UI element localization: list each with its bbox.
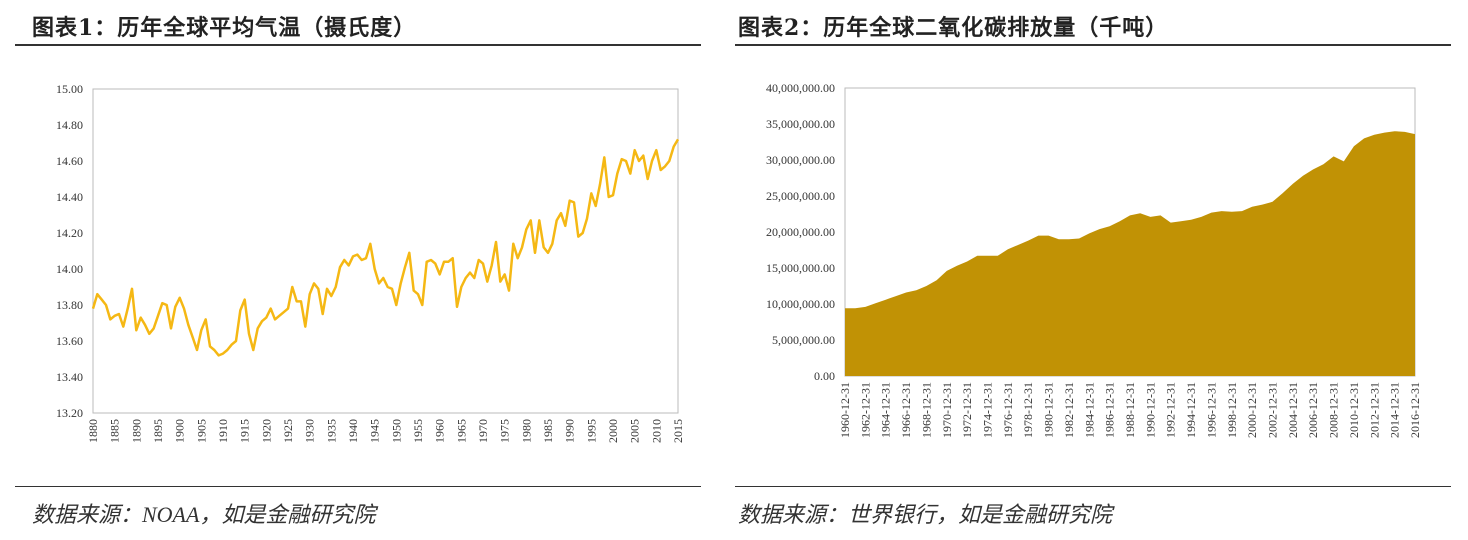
chart1-bottom-rule — [15, 486, 701, 487]
x-tick-label: 1996-12-31 — [1204, 382, 1218, 438]
x-tick-label: 1890 — [129, 419, 143, 443]
x-tick-label: 2000 — [606, 419, 620, 443]
y-tick-label: 40,000,000.00 — [766, 81, 835, 95]
y-tick-label: 15.00 — [56, 82, 83, 96]
x-tick-label: 1974-12-31 — [981, 382, 995, 438]
x-tick-label: 1982-12-31 — [1062, 382, 1076, 438]
x-tick-label: 1968-12-31 — [919, 382, 933, 438]
y-tick-label: 30,000,000.00 — [766, 153, 835, 167]
x-tick-label: 2005 — [628, 419, 642, 443]
y-tick-label: 35,000,000.00 — [766, 117, 835, 131]
x-tick-label: 1955 — [411, 419, 425, 443]
x-tick-label: 2012-12-31 — [1367, 382, 1381, 438]
x-tick-label: 1980 — [519, 419, 533, 443]
chart1-plot-area — [92, 88, 679, 414]
x-tick-label: 2010-12-31 — [1347, 382, 1361, 438]
x-tick-label: 1966-12-31 — [899, 382, 913, 438]
y-tick-label: 13.20 — [56, 406, 83, 420]
y-tick-label: 0.00 — [814, 369, 835, 383]
x-tick-label: 2015 — [671, 419, 685, 443]
x-tick-label: 1984-12-31 — [1082, 382, 1096, 438]
x-tick-label: 1960 — [433, 419, 447, 443]
y-tick-label: 20,000,000.00 — [766, 225, 835, 239]
y-tick-label: 15,000,000.00 — [766, 261, 835, 275]
x-tick-label: 2010 — [649, 419, 663, 443]
chart1-top-rule — [15, 44, 701, 46]
y-tick-label: 13.80 — [56, 298, 83, 312]
y-tick-label: 14.00 — [56, 262, 83, 276]
x-tick-label: 1950 — [389, 419, 403, 443]
x-tick-label: 1945 — [368, 419, 382, 443]
x-tick-label: 1972-12-31 — [960, 382, 974, 438]
temperature-line — [91, 138, 680, 357]
y-tick-label: 14.60 — [56, 154, 83, 168]
x-tick-label: 2006-12-31 — [1306, 382, 1320, 438]
x-tick-label: 1964-12-31 — [879, 382, 893, 438]
x-tick-label: 1994-12-31 — [1184, 382, 1198, 438]
x-tick-label: 2004-12-31 — [1286, 382, 1300, 438]
x-tick-label: 1980-12-31 — [1042, 382, 1056, 438]
chart2-bottom-rule — [735, 486, 1451, 487]
x-tick-label: 1995 — [584, 419, 598, 443]
x-tick-label: 1988-12-31 — [1123, 382, 1137, 438]
chart2-source: 数据来源：世界银行，如是金融研究院 — [738, 502, 1113, 527]
x-tick-label: 1930 — [303, 419, 317, 443]
x-tick-label: 1990 — [563, 419, 577, 443]
x-tick-label: 1990-12-31 — [1143, 382, 1157, 438]
x-tick-label: 1885 — [108, 419, 122, 443]
y-tick-label: 14.40 — [56, 190, 83, 204]
x-tick-label: 2016-12-31 — [1408, 382, 1422, 438]
x-tick-label: 2002-12-31 — [1266, 382, 1280, 438]
x-tick-label: 1900 — [173, 419, 187, 443]
x-tick-label: 1985 — [541, 419, 555, 443]
x-tick-label: 1978-12-31 — [1021, 382, 1035, 438]
x-tick-label: 2000-12-31 — [1245, 382, 1259, 438]
chart1-title: 图表1：历年全球平均气温（摄氏度） — [32, 15, 417, 41]
y-tick-label: 13.60 — [56, 334, 83, 348]
chart2-top-rule — [735, 44, 1451, 46]
x-tick-label: 1960-12-31 — [838, 382, 852, 438]
x-tick-label: 1992-12-31 — [1164, 382, 1178, 438]
x-tick-label: 2008-12-31 — [1327, 382, 1341, 438]
x-tick-label: 1962-12-31 — [858, 382, 872, 438]
y-tick-label: 14.80 — [56, 118, 83, 132]
x-tick-label: 1910 — [216, 419, 230, 443]
x-tick-label: 1976-12-31 — [1001, 382, 1015, 438]
y-tick-label: 25,000,000.00 — [766, 189, 835, 203]
x-tick-label: 1940 — [346, 419, 360, 443]
x-tick-label: 1965 — [454, 419, 468, 443]
chart2-title: 图表2：历年全球二氧化碳排放量（千吨） — [738, 15, 1169, 41]
y-tick-label: 10,000,000.00 — [766, 297, 835, 311]
co2-emissions-area — [845, 131, 1415, 376]
x-tick-label: 1975 — [498, 419, 512, 443]
x-tick-label: 1905 — [194, 419, 208, 443]
chart1-source: 数据来源：NOAA，如是金融研究院 — [32, 502, 376, 527]
x-tick-label: 2014-12-31 — [1388, 382, 1402, 438]
x-tick-label: 1925 — [281, 419, 295, 443]
y-tick-label: 5,000,000.00 — [772, 333, 835, 347]
x-tick-label: 1998-12-31 — [1225, 382, 1239, 438]
x-tick-label: 1970-12-31 — [940, 382, 954, 438]
x-tick-label: 1880 — [86, 419, 100, 443]
x-tick-label: 1935 — [324, 419, 338, 443]
x-tick-label: 1915 — [238, 419, 252, 443]
x-tick-label: 1986-12-31 — [1103, 382, 1117, 438]
x-tick-label: 1970 — [476, 419, 490, 443]
y-tick-label: 13.40 — [56, 370, 83, 384]
y-tick-label: 14.20 — [56, 226, 83, 240]
x-tick-label: 1920 — [259, 419, 273, 443]
x-tick-label: 1895 — [151, 419, 165, 443]
